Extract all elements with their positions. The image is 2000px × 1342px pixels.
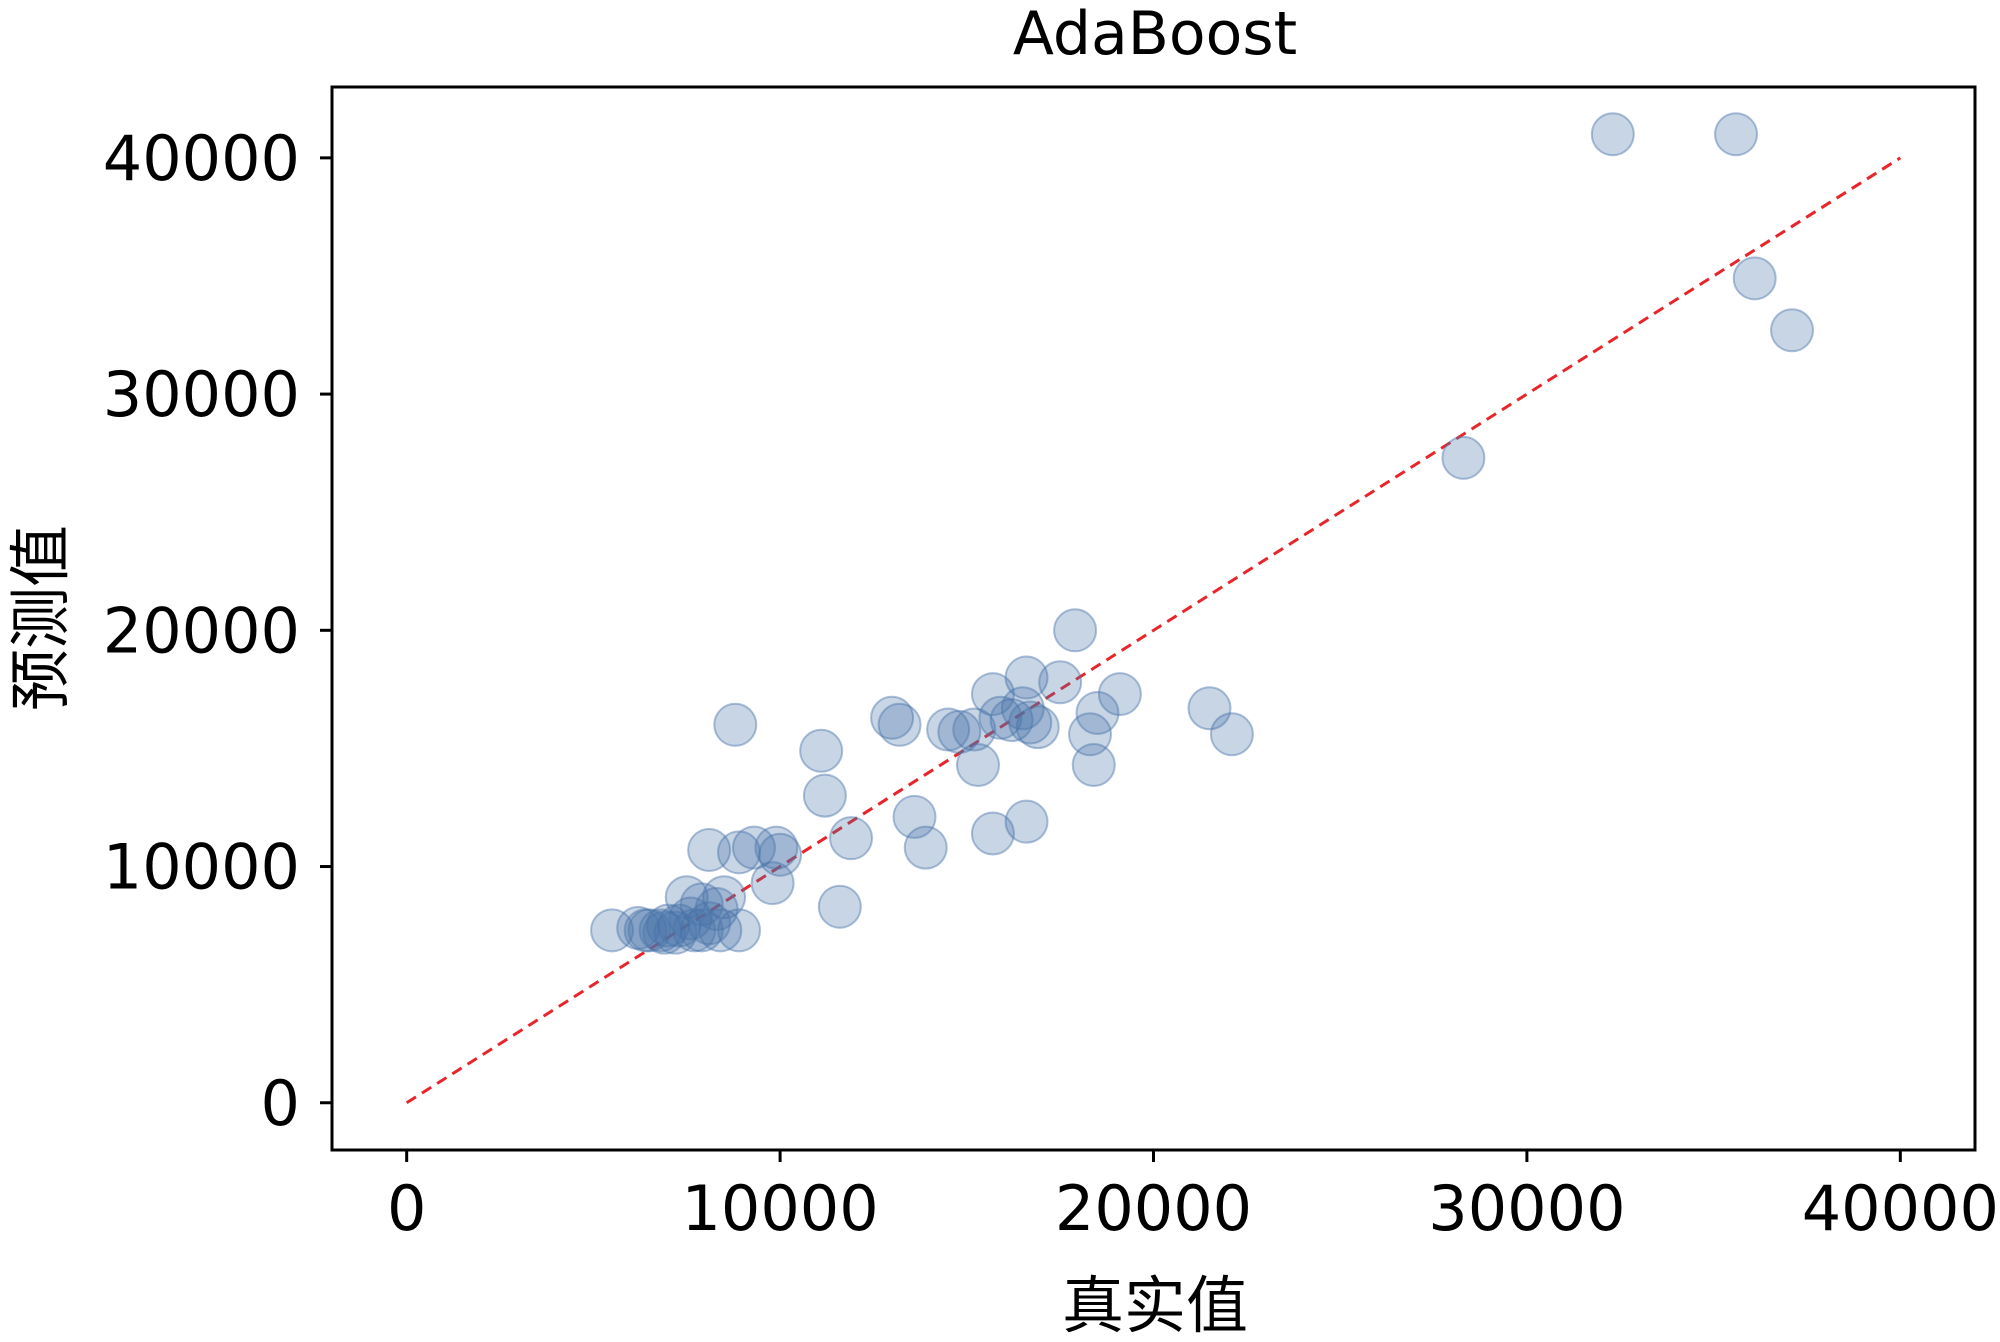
data-point [694, 887, 739, 932]
reference-line-group [405, 156, 1902, 1105]
plot-frame [330, 85, 1977, 1152]
data-point [1590, 112, 1635, 157]
x-axis: 0 10000 20000 30000 40000 [387, 1150, 1999, 1245]
data-point [717, 908, 762, 953]
data-point [750, 861, 795, 906]
data-point [627, 908, 672, 953]
data-point [1015, 705, 1060, 750]
data-point [653, 910, 698, 955]
data-point [799, 728, 844, 773]
data-point [758, 832, 803, 877]
data-point [657, 903, 702, 948]
data-point [702, 875, 747, 920]
data-point [870, 695, 915, 740]
data-point [638, 908, 683, 953]
data-point [970, 672, 1015, 717]
data-point [646, 903, 691, 948]
x-tick-label: 0 [387, 1172, 426, 1245]
data-point [1770, 308, 1815, 353]
data-point [717, 830, 762, 875]
data-point [672, 908, 717, 953]
y-tick-label: 0 [261, 1067, 300, 1140]
x-tick-label: 20000 [1055, 1172, 1252, 1245]
data-point [1732, 256, 1777, 301]
data-point [1187, 686, 1232, 731]
data-point [1008, 700, 1053, 745]
x-tick-label: 30000 [1428, 1172, 1625, 1245]
data-point [1097, 672, 1142, 717]
data-point [754, 825, 799, 870]
chart-title: AdaBoost [1013, 0, 1297, 69]
data-point [952, 707, 997, 752]
x-axis-label: 真实值 [1062, 1269, 1248, 1342]
data-point [829, 816, 874, 861]
data-point [1071, 742, 1116, 787]
y-tick-label: 40000 [103, 122, 300, 195]
x-tick-label: 40000 [1802, 1172, 1999, 1245]
data-point [802, 773, 847, 818]
data-point [642, 910, 687, 955]
data-point [668, 896, 713, 941]
data-point [1209, 712, 1254, 757]
data-point [713, 702, 758, 747]
x-tick-label: 10000 [681, 1172, 878, 1245]
data-point [955, 742, 1000, 787]
y-axis-label: 预测值 [4, 525, 77, 711]
data-point [937, 709, 982, 754]
data-point [664, 875, 709, 920]
data-point [623, 908, 668, 953]
data-point [679, 882, 724, 927]
data-point [1053, 608, 1098, 653]
reference-line [405, 156, 1902, 1105]
data-point [1441, 435, 1486, 480]
y-tick-label: 10000 [103, 831, 300, 904]
data-point [1075, 690, 1120, 735]
data-point [1068, 712, 1113, 757]
data-point [687, 901, 732, 946]
data-point [698, 908, 743, 953]
data-point [1714, 112, 1759, 157]
data-point [616, 905, 661, 950]
data-point [1004, 655, 1049, 700]
data-point [817, 884, 862, 929]
data-point [903, 825, 948, 870]
data-point [679, 908, 724, 953]
data-point [731, 825, 776, 870]
y-axis: 0 10000 20000 30000 40000 [103, 122, 332, 1140]
data-point [590, 908, 635, 953]
points-group [590, 112, 1815, 955]
data-point [1000, 686, 1045, 731]
y-tick-label: 30000 [103, 358, 300, 431]
data-point [687, 827, 732, 872]
data-point [978, 695, 1023, 740]
data-point [1038, 660, 1083, 705]
data-point [970, 811, 1015, 856]
y-tick-label: 20000 [103, 594, 300, 667]
data-point [926, 707, 971, 752]
data-point [892, 794, 937, 839]
data-point [989, 698, 1034, 743]
data-point [1004, 799, 1049, 844]
data-point [877, 702, 922, 747]
